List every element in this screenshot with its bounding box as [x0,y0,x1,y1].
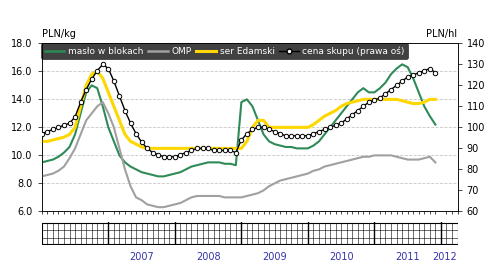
Text: 2008: 2008 [196,252,220,262]
Legend: masło w blokach, OMP, ser Edamski, cena skupu (prawa oś): masło w blokach, OMP, ser Edamski, cena … [41,43,408,59]
Text: 2010: 2010 [329,252,353,262]
Text: PLN/hl: PLN/hl [427,29,458,39]
Text: 2007: 2007 [129,252,154,262]
Text: 2011: 2011 [396,252,420,262]
Text: 2009: 2009 [262,252,287,262]
Text: 2012: 2012 [432,252,457,262]
Text: PLN/kg: PLN/kg [42,29,76,39]
